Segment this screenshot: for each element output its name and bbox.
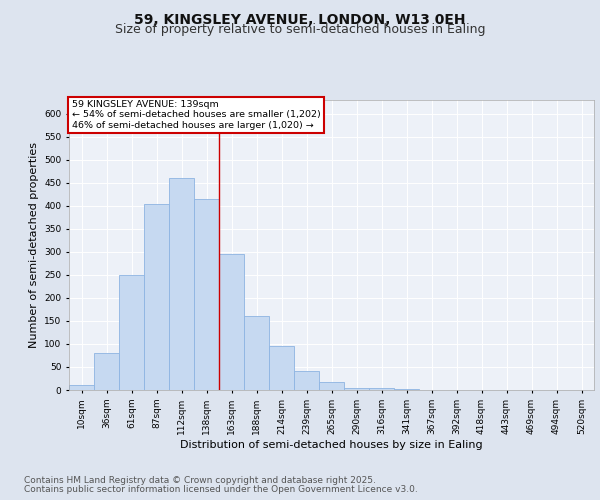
Bar	[169, 178, 194, 390]
Bar	[94, 353, 119, 390]
Y-axis label: Number of semi-detached properties: Number of semi-detached properties	[29, 142, 38, 348]
Bar	[394, 389, 419, 390]
Text: Contains HM Land Registry data © Crown copyright and database right 2025.: Contains HM Land Registry data © Crown c…	[24, 476, 376, 485]
Bar	[369, 388, 394, 390]
Bar	[244, 316, 269, 390]
Bar	[269, 346, 294, 390]
X-axis label: Distribution of semi-detached houses by size in Ealing: Distribution of semi-detached houses by …	[180, 440, 483, 450]
Text: 59 KINGSLEY AVENUE: 139sqm
← 54% of semi-detached houses are smaller (1,202)
46%: 59 KINGSLEY AVENUE: 139sqm ← 54% of semi…	[71, 100, 320, 130]
Bar	[144, 204, 169, 390]
Bar	[219, 254, 244, 390]
Text: Size of property relative to semi-detached houses in Ealing: Size of property relative to semi-detach…	[115, 22, 485, 36]
Bar	[294, 370, 319, 390]
Bar	[194, 199, 219, 390]
Bar	[344, 388, 369, 390]
Bar	[119, 275, 144, 390]
Bar	[319, 382, 344, 390]
Text: Contains public sector information licensed under the Open Government Licence v3: Contains public sector information licen…	[24, 484, 418, 494]
Bar	[69, 386, 94, 390]
Text: 59, KINGSLEY AVENUE, LONDON, W13 0EH: 59, KINGSLEY AVENUE, LONDON, W13 0EH	[134, 12, 466, 26]
